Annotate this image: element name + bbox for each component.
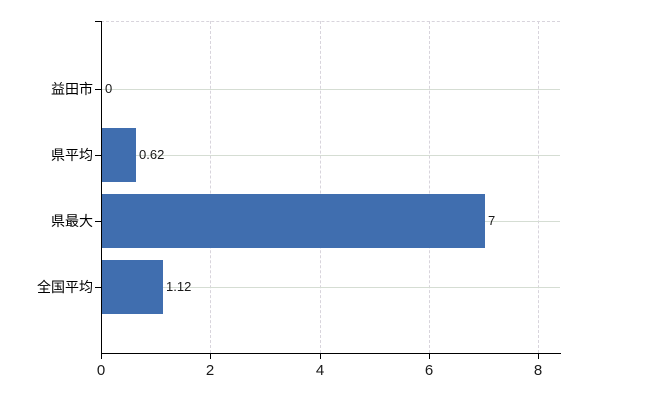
y-axis-tick [95, 155, 101, 156]
plot-top-border [101, 21, 560, 22]
bar-県平均 [102, 128, 136, 182]
horizontal-gridline [102, 287, 560, 288]
x-axis-tick [101, 354, 102, 359]
x-tick-label: 0 [96, 362, 106, 379]
category-label: 県最大 [51, 213, 93, 229]
category-label: 全国平均 [37, 279, 93, 295]
data-label: 0.62 [139, 147, 165, 162]
x-tick-label: 4 [315, 362, 325, 379]
x-tick-label: 2 [205, 362, 215, 379]
y-axis-tick [95, 89, 101, 90]
bar-県最大 [102, 194, 485, 248]
y-axis [101, 21, 102, 353]
data-label: 1.12 [166, 279, 192, 294]
category-label: 益田市 [51, 81, 93, 97]
vertical-gridline [320, 21, 321, 353]
x-tick-label: 6 [424, 362, 434, 379]
horizontal-gridline [102, 89, 560, 90]
data-label: 0 [105, 81, 113, 96]
category-label: 県平均 [51, 147, 93, 163]
x-axis-tick [429, 354, 430, 359]
horizontal-gridline [102, 155, 560, 156]
vertical-gridline [210, 21, 211, 353]
x-axis [101, 353, 561, 354]
x-axis-tick [538, 354, 539, 359]
vertical-gridline [538, 21, 539, 353]
bar-全国平均 [102, 260, 163, 314]
vertical-gridline [429, 21, 430, 353]
x-axis-tick [210, 354, 211, 359]
x-axis-tick [320, 354, 321, 359]
x-tick-label: 8 [533, 362, 543, 379]
y-axis-tick [95, 221, 101, 222]
y-axis-tick [95, 21, 101, 22]
y-axis-tick [95, 287, 101, 288]
data-label: 7 [488, 213, 496, 228]
